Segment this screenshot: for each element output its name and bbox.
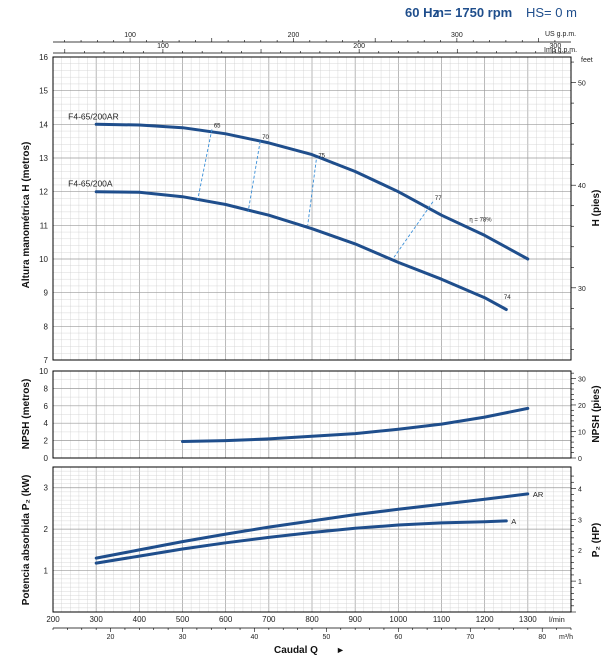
header-speed: n= 1750 rpm bbox=[436, 5, 512, 20]
head-panel: 7 8 9 10 11 12 13 14 15 16 30 40 50 F4-65/200AR F4-65/… bbox=[39, 53, 586, 365]
y-right-tick-label: 3 bbox=[578, 517, 582, 524]
x-tick-label: 1300 bbox=[519, 615, 537, 624]
head-ylabel: Altura manométrica H (metros) bbox=[21, 142, 32, 289]
m3h-tick-label: 70 bbox=[466, 634, 474, 641]
m3h-unit-label: m³/h bbox=[559, 634, 573, 641]
y-right-tick-label: 1 bbox=[578, 579, 582, 586]
efficiency-label: 75 bbox=[318, 154, 325, 160]
series-label: F4-65/200AR bbox=[68, 111, 119, 121]
y-right-tick-label: 10 bbox=[578, 429, 586, 436]
efficiency-label: 65 bbox=[214, 123, 221, 129]
y-right-tick-label: 30 bbox=[578, 376, 586, 383]
m3h-tick-label: 30 bbox=[179, 634, 187, 641]
y-tick-label: 4 bbox=[44, 419, 49, 428]
y-tick-label: 9 bbox=[44, 289, 49, 298]
series-line bbox=[181, 406, 530, 443]
series-label: F4-65/200A bbox=[68, 179, 113, 189]
feet-label: feet bbox=[581, 57, 593, 64]
x-tick-label: 1000 bbox=[389, 615, 407, 624]
series-line bbox=[94, 519, 508, 565]
us-gpm-label: US g.p.m. bbox=[545, 31, 576, 38]
y-tick-label: 8 bbox=[44, 384, 49, 393]
efficiency-label: 74 bbox=[504, 295, 511, 301]
y-tick-label: 7 bbox=[44, 356, 49, 365]
us-tick-label: 300 bbox=[451, 32, 463, 39]
y-tick-label: 12 bbox=[39, 188, 48, 197]
series-label: AR bbox=[533, 490, 544, 499]
npsh-ylabel: NPSH (metros) bbox=[21, 379, 32, 450]
x-tick-label: 500 bbox=[176, 615, 190, 624]
efficiency-label: 77 bbox=[435, 196, 442, 202]
series-line bbox=[94, 492, 530, 560]
y-tick-label: 16 bbox=[39, 53, 48, 62]
x-axis-title: Caudal Q bbox=[274, 645, 318, 656]
efficiency-line bbox=[393, 201, 434, 258]
y-right-tick-label: 20 bbox=[578, 403, 586, 410]
imp-tick-label: 200 bbox=[353, 43, 365, 50]
y-tick-label: 6 bbox=[44, 402, 49, 411]
us-tick-label: 200 bbox=[288, 32, 300, 39]
y-tick-label: 8 bbox=[44, 322, 49, 331]
y-right-tick-label: 50 bbox=[578, 81, 586, 88]
series-label: A bbox=[511, 517, 516, 526]
plot-frame bbox=[52, 466, 572, 613]
efficiency-line bbox=[197, 129, 213, 201]
y-right-tick-label: 40 bbox=[578, 183, 586, 190]
y-tick-label: 14 bbox=[39, 120, 48, 129]
power-ylabel-right: P₂ (HP) bbox=[591, 523, 602, 557]
y-tick-label: 11 bbox=[40, 221, 49, 230]
header-frequency: 60 Hz bbox=[405, 5, 439, 20]
npsh-ylabel-right: NPSH (pies) bbox=[591, 385, 602, 442]
x-tick-label: 400 bbox=[133, 615, 147, 624]
imp-tick-label: 100 bbox=[157, 43, 169, 50]
y-tick-label: 0 bbox=[44, 454, 49, 463]
head-ylabel-right: H (pies) bbox=[591, 190, 602, 227]
x-tick-label: 200 bbox=[46, 615, 60, 624]
y-tick-label: 3 bbox=[44, 484, 49, 493]
y-right-tick-label: 0 bbox=[578, 456, 582, 463]
efficiency-label: η = 78% bbox=[469, 218, 492, 224]
efficiency-label: 70 bbox=[262, 135, 269, 141]
npsh-panel: 0 2 4 6 8 10 0 10 20 30 bbox=[39, 367, 586, 463]
x-tick-label: 600 bbox=[219, 615, 233, 624]
imp-tick-label: 300 bbox=[550, 43, 562, 50]
efficiency-line bbox=[247, 141, 261, 212]
y-right-tick-label: 2 bbox=[578, 548, 582, 555]
x-tick-label: 700 bbox=[262, 615, 276, 624]
top-axes: 100 200 300 100 200 300 bbox=[53, 32, 571, 54]
m3h-tick-label: 20 bbox=[107, 634, 115, 641]
plot-frame bbox=[52, 370, 572, 459]
y-tick-label: 10 bbox=[39, 255, 48, 264]
x-axis-arrow: ► bbox=[336, 645, 345, 655]
bottom-axes: 200 300 400 500 600 700 800 900 1000 1100 1200 1300… bbox=[46, 615, 573, 641]
x-tick-label: 1200 bbox=[476, 615, 494, 624]
y-tick-label: 13 bbox=[39, 154, 48, 163]
y-tick-label: 10 bbox=[39, 367, 48, 376]
m3h-tick-label: 80 bbox=[538, 634, 546, 641]
x-tick-label: 1100 bbox=[433, 615, 451, 624]
y-tick-label: 1 bbox=[44, 567, 49, 576]
m3h-tick-label: 40 bbox=[251, 634, 259, 641]
y-tick-label: 2 bbox=[44, 437, 49, 446]
y-tick-label: 2 bbox=[44, 525, 49, 534]
y-right-tick-label: 30 bbox=[578, 286, 586, 293]
y-right-tick-label: 4 bbox=[578, 486, 582, 493]
power-ylabel: Potencia absorbida P₂ (kW) bbox=[21, 475, 32, 606]
series-line bbox=[94, 122, 530, 261]
m3h-tick-label: 60 bbox=[394, 634, 402, 641]
x-unit-label: l/min bbox=[549, 615, 565, 624]
plot-frame bbox=[52, 56, 572, 361]
series-line bbox=[94, 190, 508, 311]
x-tick-label: 900 bbox=[348, 615, 362, 624]
efficiency-line bbox=[307, 159, 317, 226]
imp-gpm-label: Imp g.p.m. bbox=[544, 47, 577, 54]
us-tick-label: 100 bbox=[124, 32, 136, 39]
y-tick-label: 15 bbox=[39, 87, 48, 96]
power-panel: 1 2 3 1 2 3 4 AR A bbox=[44, 466, 582, 613]
x-tick-label: 300 bbox=[89, 615, 103, 624]
x-tick-label: 800 bbox=[305, 615, 319, 624]
header-suction: HS= 0 m bbox=[526, 5, 577, 20]
m3h-tick-label: 50 bbox=[322, 634, 330, 641]
